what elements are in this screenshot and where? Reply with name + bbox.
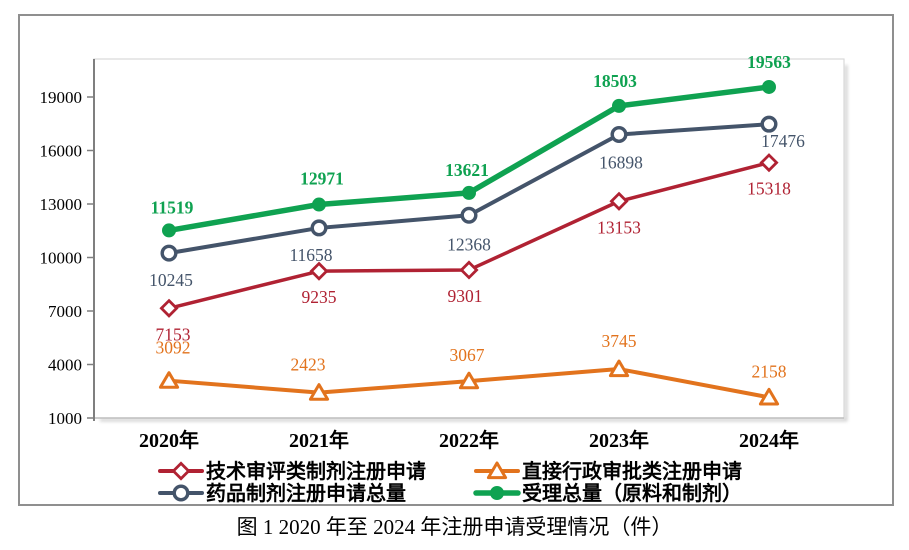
legend-marker [486,461,508,480]
data-label: 3067 [450,345,485,365]
legend-label: 药品制剂注册申请总量 [206,481,406,505]
series-marker [758,387,780,406]
x-axis-label: 2022年 [439,428,499,452]
series-marker [458,371,480,390]
data-label: 17476 [761,131,805,151]
series-marker [459,260,479,280]
y-tick-label: 13000 [40,195,83,214]
data-label: 2423 [291,355,326,375]
y-tick-label: 4000 [48,356,82,375]
series-marker [310,219,328,237]
x-axis-label: 2020年 [139,428,199,452]
data-label: 13621 [445,160,489,180]
data-label: 13153 [597,217,641,237]
series-marker [612,98,626,113]
data-label: 18503 [593,71,637,91]
series-marker [308,383,330,401]
y-tick-label: 1000 [48,409,82,428]
series-1: 3092 2423 3067 3745 2158 [156,331,787,406]
y-tick-label: 19000 [40,88,83,107]
series-marker [609,191,629,211]
data-label: 3092 [156,338,191,358]
legend-marker [172,484,190,502]
legend-label: 直接行政审批类注册申请 [522,459,742,483]
x-axis-label: 2021年 [289,428,349,452]
series-marker [460,206,478,224]
legend-item-2: 药品制剂注册申请总量 [158,481,406,505]
plot-area-shadow [100,65,848,422]
series-marker [759,153,779,173]
series-marker [159,298,179,318]
series-marker [309,261,329,281]
x-axis-label: 2024年 [739,428,799,452]
y-tick-label: 7000 [48,302,82,321]
data-label: 3745 [602,331,637,351]
series-marker [158,371,180,389]
data-label: 16898 [599,152,643,172]
data-label: 15318 [747,179,791,199]
legend-marker [171,461,191,481]
data-label: 7153 [156,324,191,344]
figure-caption: 图 1 2020 年至 2024 年注册申请受理情况（件） [236,515,673,539]
data-label: 12971 [300,169,344,189]
data-label: 9235 [302,287,337,307]
series-marker [312,197,326,212]
series-marker [610,125,628,143]
legend-item-3: 受理总量（原料和制剂） [473,481,742,505]
series-marker [760,115,778,133]
x-axis-label: 2023年 [589,428,649,452]
legend-label: 技术审评类制剂注册申请 [206,459,426,483]
data-label: 12368 [447,234,491,254]
series-0: 7153 9235 9301 13153 15318 [156,153,791,344]
series-3: 11519 12971 13621 18503 19563 [151,52,791,238]
data-label: 19563 [747,52,791,72]
legend-label: 受理总量（原料和制剂） [522,481,742,505]
y-tick-label: 10000 [40,249,83,268]
legend-item-0: 技术审评类制剂注册申请 [158,459,426,483]
series-marker [762,79,776,94]
plot-area [93,58,845,419]
series-marker [608,359,630,378]
data-label: 11519 [151,197,194,217]
data-label: 11658 [289,245,332,265]
data-label: 2158 [752,361,787,381]
series-2: 10245 11658 12368 16898 17476 [149,115,805,290]
legend-marker [490,486,504,500]
series-marker [160,244,178,262]
legend-item-1: 直接行政审批类注册申请 [474,459,742,483]
data-label: 9301 [448,286,483,306]
y-tick-label: 16000 [40,142,83,161]
series-marker [162,223,176,238]
series-marker [462,185,476,200]
data-label: 10245 [149,270,193,290]
